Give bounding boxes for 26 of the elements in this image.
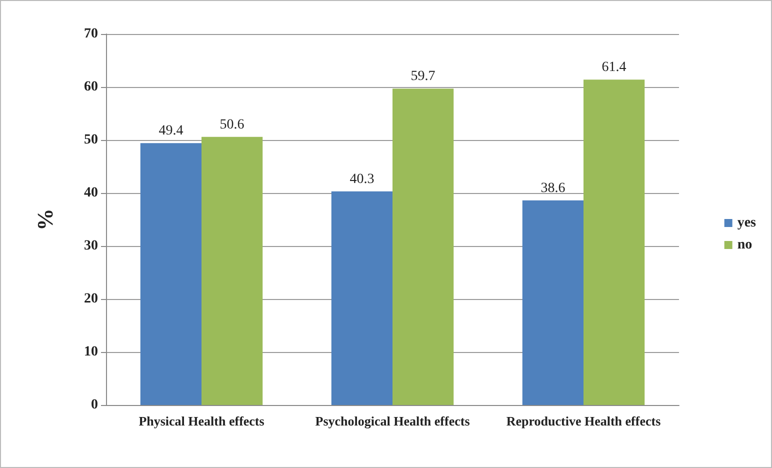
- legend-label: yes: [737, 216, 757, 230]
- x-tick-label: Reproductive Health effects: [506, 414, 661, 428]
- bar: [522, 200, 584, 405]
- y-tick-label: 30: [84, 238, 98, 254]
- data-label: 59.7: [410, 69, 436, 84]
- y-tick-label: 10: [84, 344, 98, 360]
- data-label: 40.3: [350, 172, 374, 187]
- data-label: 38.6: [540, 180, 566, 196]
- y-axis-title: %: [32, 208, 58, 230]
- data-label: 61.4: [602, 60, 626, 76]
- bar: [331, 191, 392, 405]
- x-tick-label: Psychological Health effects: [315, 414, 470, 428]
- y-tick-label: 50: [84, 132, 98, 148]
- y-tick-label: 60: [84, 80, 98, 94]
- legend-label: no: [737, 238, 752, 252]
- bar: [584, 80, 645, 405]
- y-tick-label: 0: [91, 398, 98, 412]
- y-tick-label: 40: [84, 186, 98, 200]
- data-label: 49.4: [158, 124, 184, 139]
- bar: [392, 88, 454, 405]
- bar: [202, 136, 263, 405]
- y-tick-label: 20: [84, 292, 98, 306]
- data-label: 50.6: [220, 117, 244, 132]
- y-tick-label: 70: [84, 26, 98, 42]
- x-tick-label: Physical Health effects: [138, 414, 264, 428]
- bar: [140, 143, 202, 405]
